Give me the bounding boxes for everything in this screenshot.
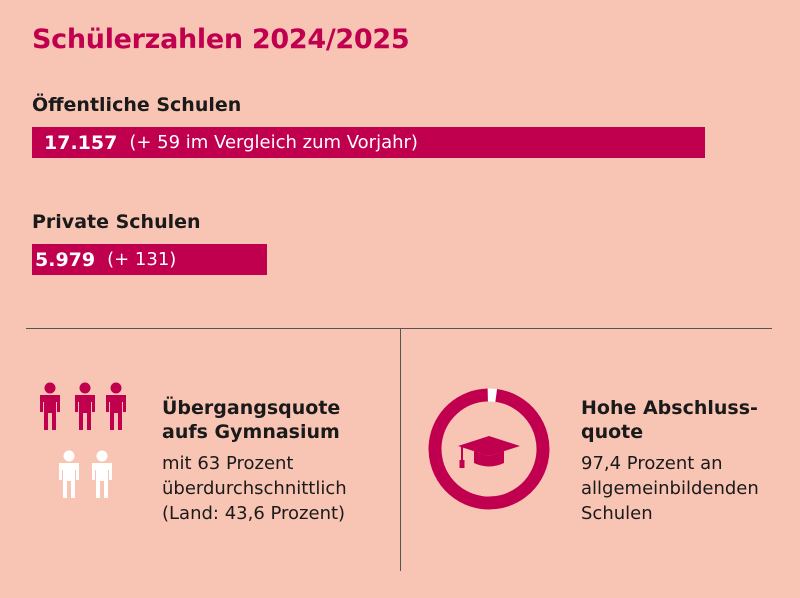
person-icon-highlighted bbox=[106, 382, 126, 430]
graduation-heading: Hohe Abschluss- quote bbox=[581, 396, 758, 444]
graduation-rate-gauge bbox=[428, 388, 550, 510]
transition-heading-line-2: aufs Gymnasium bbox=[162, 421, 340, 443]
people-icon bbox=[40, 382, 126, 498]
bar-value-private: 5.979 bbox=[35, 248, 96, 271]
bar-label-private: Private Schulen bbox=[32, 211, 201, 233]
bar-change-public: (+ 59 im Vergleich zum Vorjahr) bbox=[129, 132, 418, 153]
graduation-heading-line-2: quote bbox=[581, 421, 644, 443]
graduation-text-line-1: 97,4 Prozent an bbox=[581, 453, 723, 474]
bar-public: 17.157 (+ 59 im Vergleich zum Vorjahr) bbox=[32, 127, 705, 158]
graduation-text: 97,4 Prozent an allgemeinbildenden Schul… bbox=[581, 451, 759, 526]
graduation-text-line-3: Schulen bbox=[581, 503, 653, 524]
person-icon bbox=[92, 450, 112, 498]
transition-text-line-1: mit 63 Prozent bbox=[162, 453, 294, 474]
bar-label-public: Öffentliche Schulen bbox=[32, 94, 242, 116]
bar-private: 5.979 (+ 131) bbox=[32, 244, 267, 275]
transition-text-line-3: (Land: 43,6 Prozent) bbox=[162, 503, 346, 524]
person-icon-highlighted bbox=[40, 382, 60, 430]
horizontal-divider bbox=[26, 328, 772, 329]
chart-title: Schülerzahlen 2024/2025 bbox=[32, 24, 410, 55]
graduation-text-line-2: allgemeinbildenden bbox=[581, 478, 759, 499]
graduation-heading-line-1: Hohe Abschluss- bbox=[581, 397, 758, 419]
gauge-fill bbox=[428, 388, 550, 510]
vertical-divider bbox=[400, 329, 401, 571]
transition-text-line-2: überdurchschnittlich bbox=[162, 478, 347, 499]
person-icon-highlighted bbox=[75, 382, 95, 430]
transition-text: mit 63 Prozent überdurchschnittlich (Lan… bbox=[162, 451, 347, 526]
transition-heading: Übergangsquote aufs Gymnasium bbox=[162, 396, 340, 444]
graduation-cap-icon bbox=[458, 436, 520, 468]
bar-change-private: (+ 131) bbox=[107, 249, 177, 270]
bar-value-public: 17.157 bbox=[44, 131, 118, 154]
person-icon bbox=[59, 450, 79, 498]
transition-heading-line-1: Übergangsquote bbox=[162, 397, 341, 419]
